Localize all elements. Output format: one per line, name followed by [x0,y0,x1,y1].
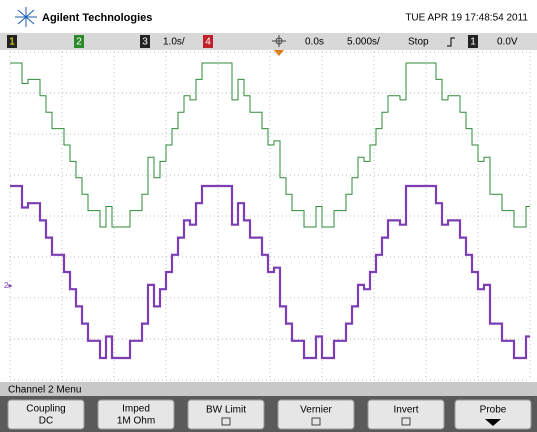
ch3-box [140,35,150,48]
datetime: TUE APR 19 17:48:54 2011 [405,13,528,24]
softkey[interactable] [367,399,445,430]
checkbox-icon [311,417,321,426]
softkey[interactable] [454,399,532,430]
ch4-box [203,35,213,48]
edge-icon [447,37,455,47]
softkey[interactable] [187,399,265,430]
trigger-level: 0.0V [497,37,518,48]
softkey-label: Vernier [300,405,332,416]
graticule [9,51,531,381]
ch2: 2 [76,37,82,48]
ch4: 4 [205,37,211,48]
ch3: 3 [142,37,148,48]
ch1-waveform [10,184,530,360]
softkey-label: Coupling [26,404,65,415]
trigger-icon [272,35,286,47]
menu-title: Channel 2 Menu [8,385,81,396]
trigger-marker [274,50,284,56]
softkey-label: Imped [122,404,150,415]
delay: 0.0s [305,37,324,48]
brand: Agilent Technologies [42,12,152,24]
time-scale: 5.000s/ [347,37,380,48]
softkey[interactable] [277,399,355,430]
waveforms [10,62,530,360]
softkey-label: BW Limit [206,405,246,416]
arrow-icon [485,419,501,426]
ch2-box [74,35,84,48]
logo [15,7,37,27]
status-bar [0,33,537,50]
softkey-label: Probe [480,405,507,416]
softkey[interactable] [7,399,85,430]
softkey[interactable] [97,399,175,430]
checkbox-icon [221,417,231,426]
ch-marker: 2▸ [4,281,12,290]
trigger-source-box [468,35,478,48]
header-bg [0,0,537,31]
ch1-box [7,35,17,48]
trigger-source: 1 [470,37,476,48]
time-div: 1.0s/ [163,37,185,48]
softkey-value: DC [39,416,53,427]
softkey-value: 1M Ohm [117,416,155,427]
ch1: 1 [9,37,15,48]
checkbox-icon [401,417,411,426]
menu-title-bg [0,382,537,396]
ch2-waveform [10,62,530,228]
run-state: Stop [408,37,429,48]
softkey-label: Invert [393,405,418,416]
